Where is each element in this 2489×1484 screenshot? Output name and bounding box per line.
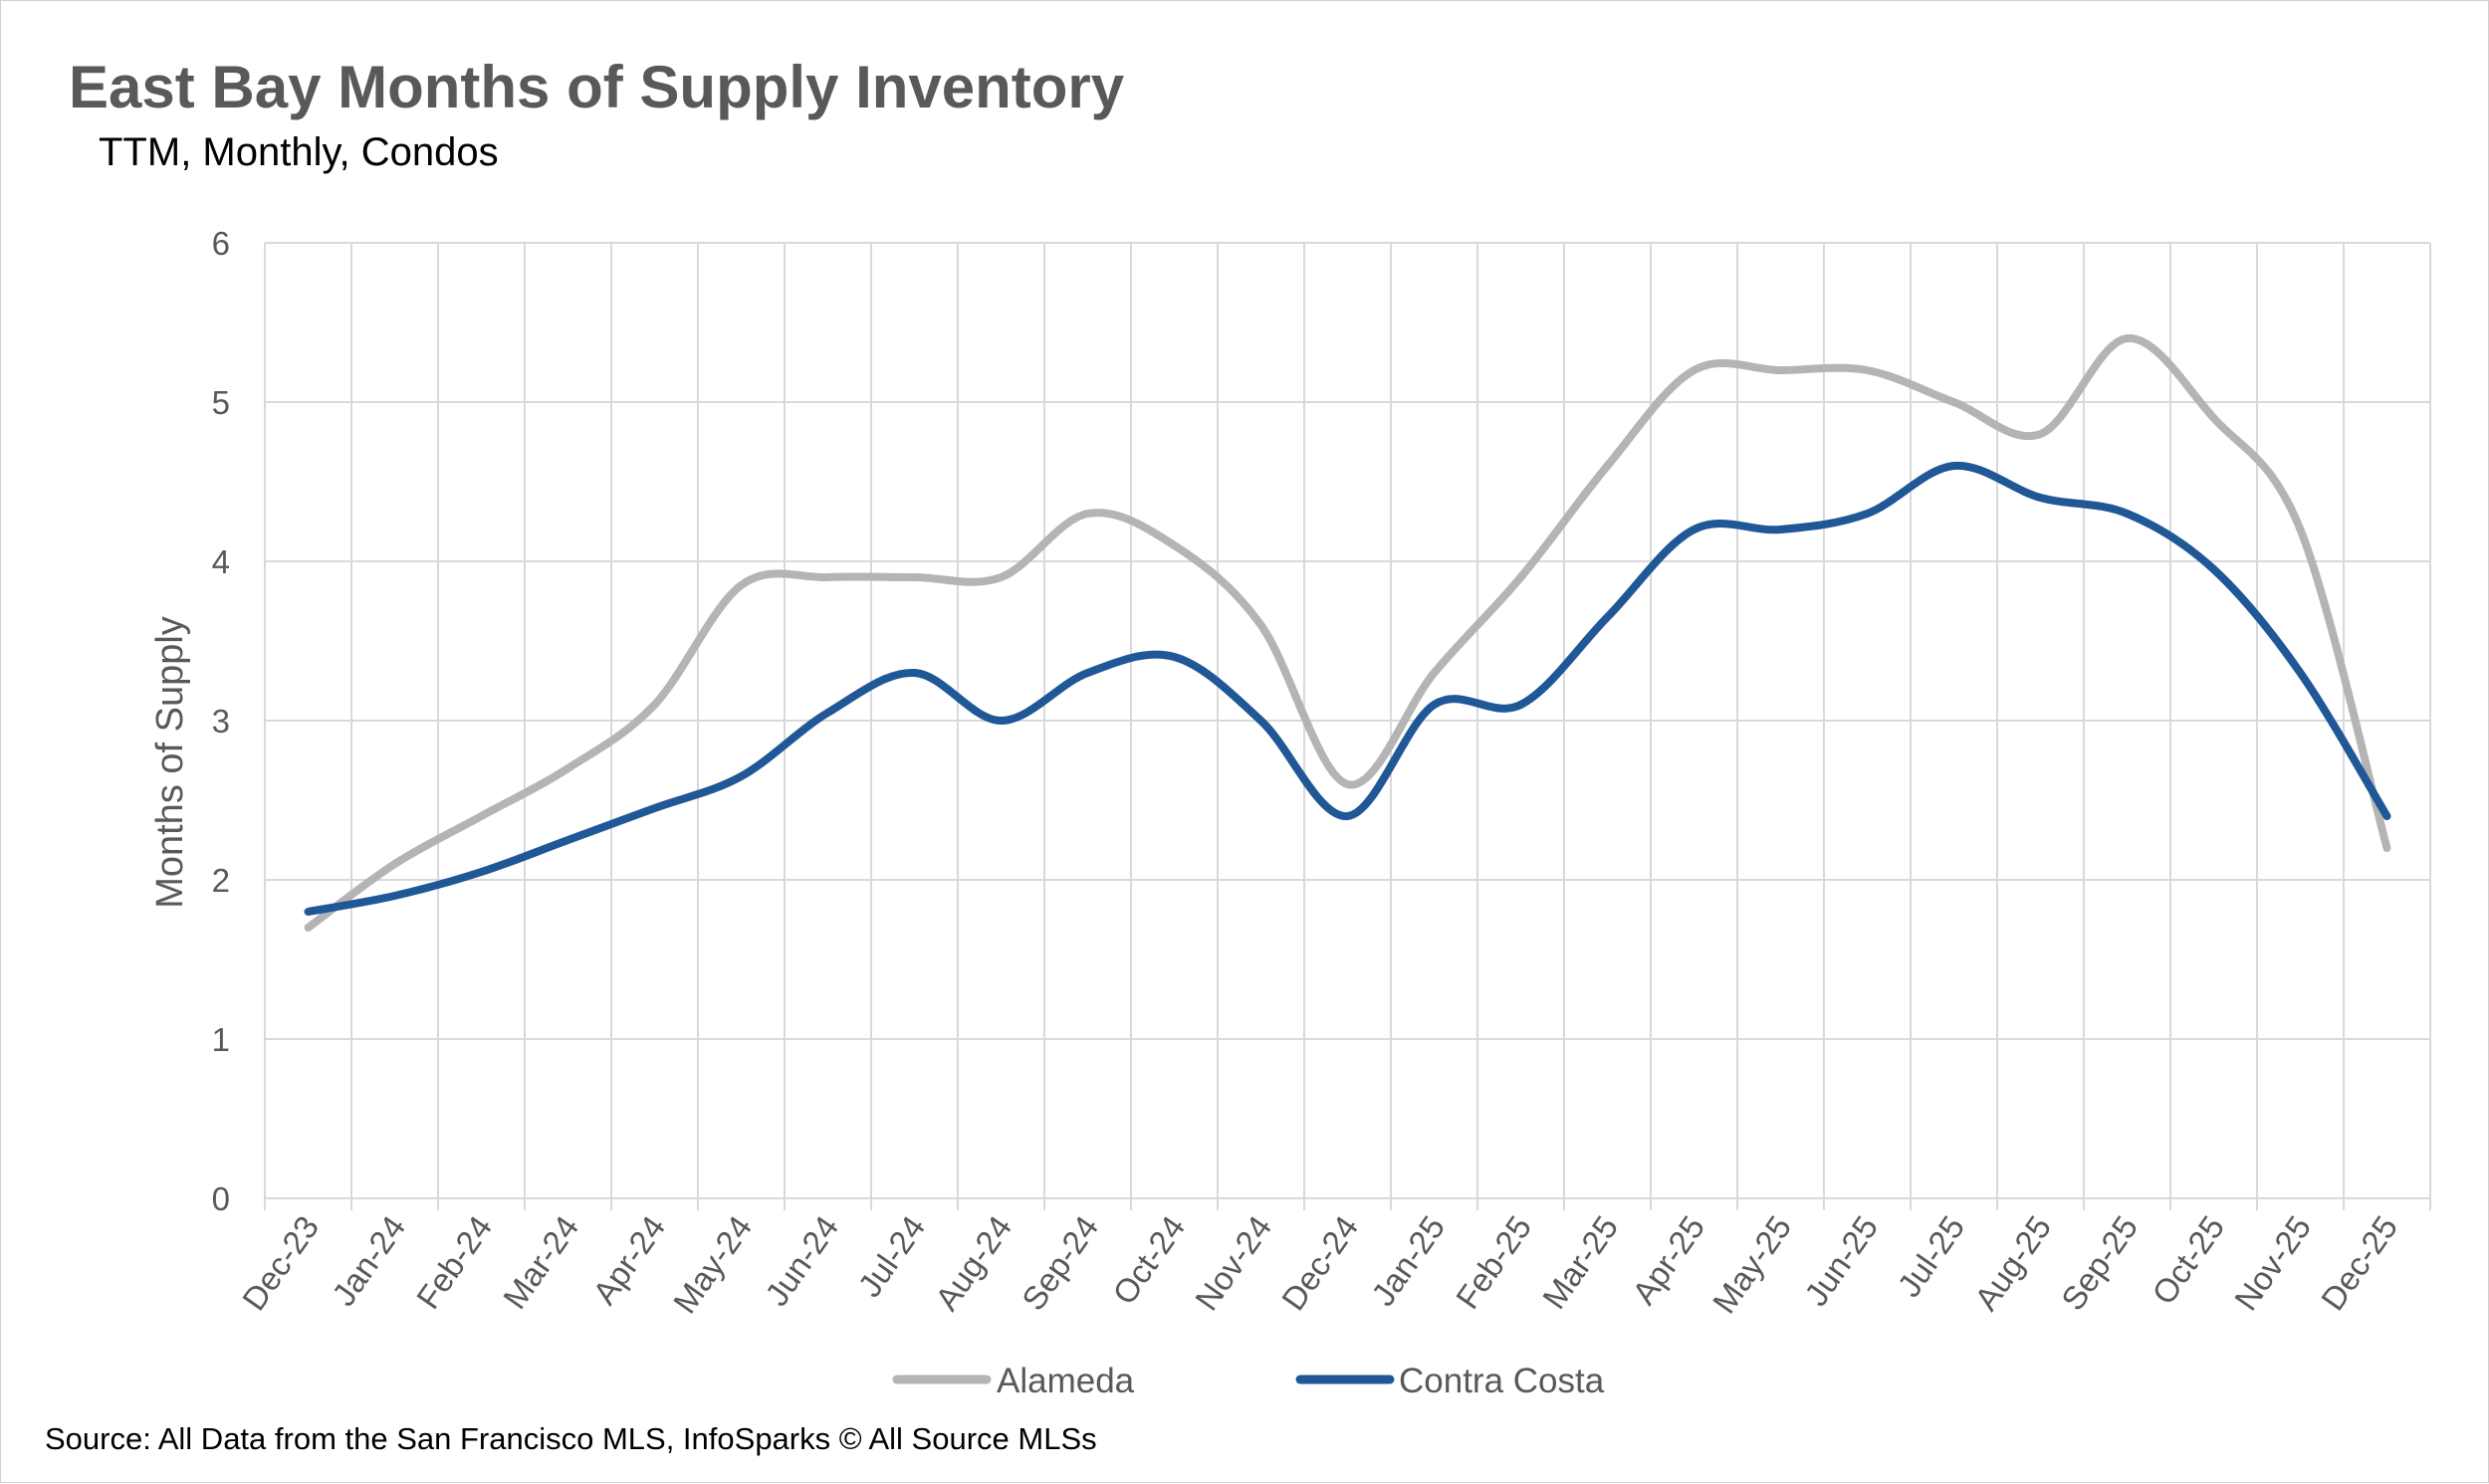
- y-axis-label: Months of Supply: [149, 616, 191, 909]
- x-tick-label: Jan-25: [1364, 1209, 1452, 1313]
- series-lines: [308, 338, 2386, 928]
- x-tick-label: Feb-25: [1449, 1209, 1538, 1316]
- x-tick-label: Apr-25: [1625, 1209, 1711, 1311]
- x-tick-label: Oct-25: [2145, 1209, 2231, 1311]
- x-tick-label: Jun-25: [1797, 1209, 1885, 1313]
- x-tick-label: Nov-24: [1188, 1209, 1278, 1317]
- y-tick-label: 4: [212, 543, 230, 580]
- x-tick-label: Jun-24: [758, 1209, 845, 1313]
- x-tick-label: Jul-25: [1890, 1209, 1971, 1304]
- x-tick-label: Aug-25: [1967, 1209, 2058, 1317]
- grid-lines: [265, 243, 2430, 1210]
- legend: Alameda Contra Costa: [897, 1362, 1605, 1400]
- x-tick-label: Dec-23: [235, 1209, 326, 1317]
- x-tick-label: Apr-24: [585, 1209, 672, 1311]
- x-tick-label: Nov-25: [2227, 1209, 2318, 1317]
- x-tick-label: Aug-24: [928, 1209, 1018, 1317]
- x-tick-label: Oct-24: [1105, 1209, 1192, 1311]
- legend-label-contra-costa: Contra Costa: [1399, 1362, 1605, 1400]
- y-tick-label: 6: [212, 225, 230, 262]
- x-tick-label: Dec-25: [2314, 1209, 2404, 1317]
- series-line-alameda: [309, 338, 2387, 928]
- legend-label-alameda: Alameda: [997, 1362, 1135, 1400]
- x-tick-label: Sep-24: [1015, 1209, 1105, 1317]
- x-tick-label: Mar-24: [496, 1209, 585, 1316]
- x-tick-label: Jan-24: [325, 1209, 412, 1313]
- y-tick-label: 2: [212, 862, 230, 899]
- y-tick-label: 1: [212, 1021, 230, 1058]
- series-line-contra-costa: [309, 466, 2387, 912]
- x-tick-label: Jul-24: [850, 1209, 932, 1304]
- x-tick-label: Mar-25: [1535, 1209, 1625, 1316]
- x-tick-label: May-25: [1705, 1209, 1798, 1320]
- x-tick-label: Dec-24: [1274, 1209, 1365, 1317]
- source-note: Source: All Data from the San Francisco …: [45, 1421, 1097, 1457]
- y-tick-label: 5: [212, 384, 230, 421]
- x-tick-label: Sep-25: [2054, 1209, 2145, 1317]
- x-tick-label: May-24: [666, 1209, 759, 1320]
- y-tick-label: 3: [212, 703, 230, 740]
- x-tick-label: Feb-24: [409, 1209, 499, 1316]
- y-axis-ticks: 0 1 2 3 4 5 6: [212, 225, 230, 1217]
- y-tick-label: 0: [212, 1180, 230, 1217]
